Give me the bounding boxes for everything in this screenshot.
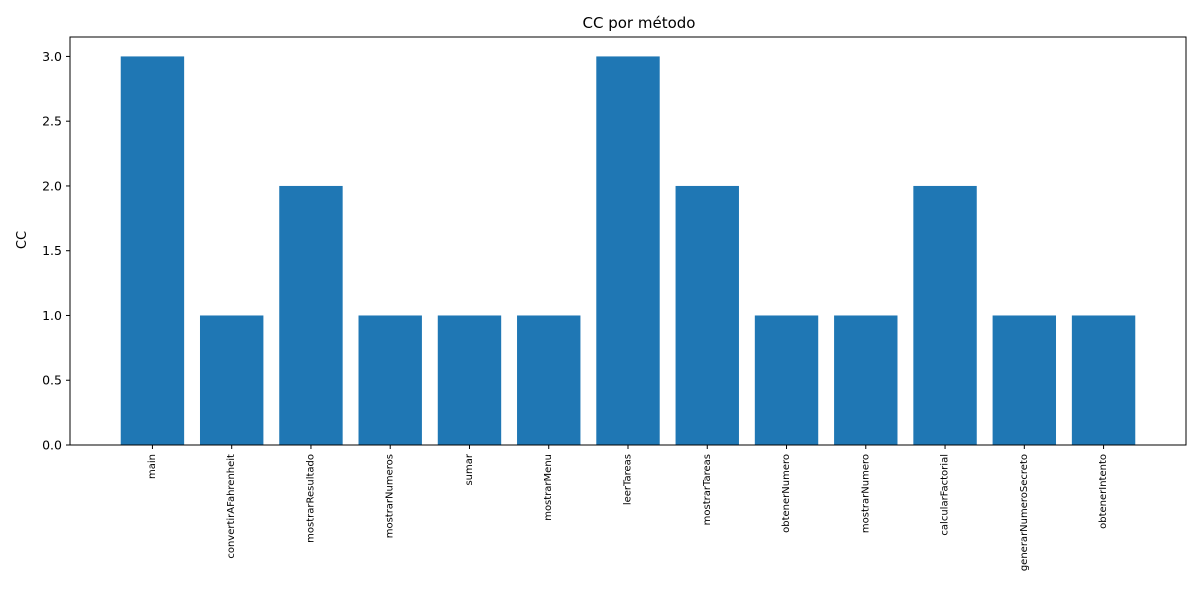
bar-obtenerNumero <box>754 315 819 445</box>
bar-convertirAFahrenheit <box>199 315 264 445</box>
bar-leerTareas <box>596 56 660 446</box>
x-tick-label: sumar <box>464 453 475 485</box>
bar-main <box>120 56 185 446</box>
bar-generarNumeroSecreto <box>992 315 1057 445</box>
x-tick-label: obtenerNumero <box>781 454 792 533</box>
bar-mostrarNumero <box>834 315 898 445</box>
bar-mostrarResultado <box>279 185 343 445</box>
x-tick-label: leerTareas <box>623 454 634 505</box>
bar-sumar <box>437 315 502 445</box>
bars-group <box>120 56 1136 446</box>
y-axis-label: CC <box>15 231 30 249</box>
y-ticks-group: 0.0 0.5 1.0 1.5 2.0 2.5 3.0 <box>42 49 70 453</box>
bar-calcularFactorial <box>913 185 977 445</box>
chart-title: CC por método <box>583 14 696 32</box>
y-tick-label: 0.0 <box>42 438 62 453</box>
y-tick-label: 1.5 <box>42 243 62 258</box>
y-tick-label: 1.0 <box>42 308 62 323</box>
x-tick-label: calcularFactorial <box>940 454 951 536</box>
x-tick-label: generarNumeroSecreto <box>1019 454 1030 571</box>
x-tick-label: mostrarNumero <box>860 454 871 533</box>
bar-mostrarMenu <box>517 315 581 445</box>
y-tick-label: 3.0 <box>42 49 62 64</box>
y-tick-label: 2.5 <box>42 114 62 129</box>
bar-mostrarNumeros <box>358 315 422 445</box>
bar-mostrarTareas <box>675 185 739 445</box>
y-tick-label: 0.5 <box>42 373 62 388</box>
x-ticks-group: main convertirAFahrenheit mostrarResultado… <box>147 445 1109 571</box>
bar-obtenerIntento <box>1071 315 1136 445</box>
x-tick-label: mostrarResultado <box>305 454 316 543</box>
x-tick-label: mostrarNumeros <box>385 454 396 538</box>
y-tick-label: 2.0 <box>42 178 62 193</box>
x-tick-label: main <box>147 454 158 479</box>
x-tick-label: mostrarTareas <box>702 454 713 525</box>
plot-frame <box>69 36 1187 446</box>
x-tick-label: convertirAFahrenheit <box>226 454 237 559</box>
x-tick-label: mostrarMenu <box>543 454 554 521</box>
x-tick-label: obtenerIntento <box>1098 454 1109 529</box>
